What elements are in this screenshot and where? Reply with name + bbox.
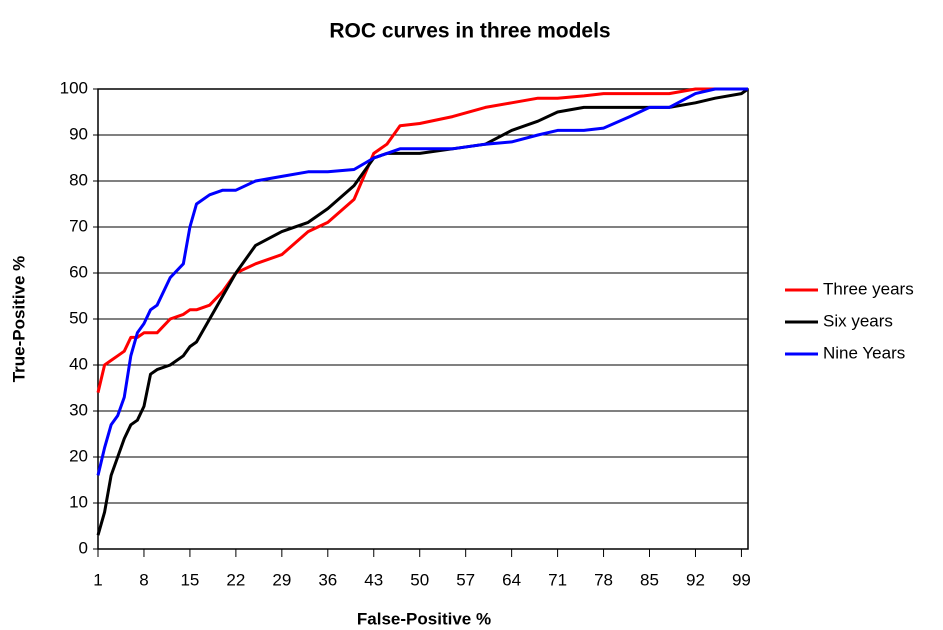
x-tick-label: 64 xyxy=(502,570,521,589)
x-tick-label: 1 xyxy=(93,570,102,589)
series-line xyxy=(96,87,748,476)
legend-label: Nine Years xyxy=(823,343,905,362)
plot-border xyxy=(97,88,749,550)
x-axis-title: False-Positive % xyxy=(357,609,491,628)
x-tick-label: 15 xyxy=(180,570,199,589)
y-tick-label: 30 xyxy=(69,400,88,419)
y-tick-label: 50 xyxy=(69,308,88,327)
y-tick-label: 10 xyxy=(69,492,88,511)
x-tick-label: 8 xyxy=(139,570,148,589)
y-tick-label: 40 xyxy=(69,354,88,373)
x-tick-label: 92 xyxy=(686,570,705,589)
x-tick-label: 36 xyxy=(318,570,337,589)
x-tick-label: 29 xyxy=(272,570,291,589)
y-axis-title: True-Positive % xyxy=(9,256,28,383)
series-line xyxy=(96,87,749,536)
x-tick-label: 43 xyxy=(364,570,383,589)
y-tick-label: 100 xyxy=(60,78,88,97)
series-line xyxy=(96,87,748,393)
legend-label: Three years xyxy=(823,279,914,298)
x-tick-label: 50 xyxy=(410,570,429,589)
y-tick-label: 20 xyxy=(69,446,88,465)
legend-label: Six years xyxy=(823,311,893,330)
x-tick-label: 57 xyxy=(456,570,475,589)
chart-title: ROC curves in three models xyxy=(329,20,610,43)
x-tick-label: 78 xyxy=(594,570,613,589)
x-tick-label: 71 xyxy=(548,570,567,589)
y-tick-label: 0 xyxy=(79,538,88,557)
y-tick-label: 90 xyxy=(69,124,88,143)
x-tick-label: 99 xyxy=(732,570,751,589)
x-tick-label: 22 xyxy=(226,570,245,589)
y-tick-label: 60 xyxy=(69,262,88,281)
x-tick-label: 85 xyxy=(640,570,659,589)
y-tick-label: 70 xyxy=(69,216,88,235)
y-tick-label: 80 xyxy=(69,170,88,189)
